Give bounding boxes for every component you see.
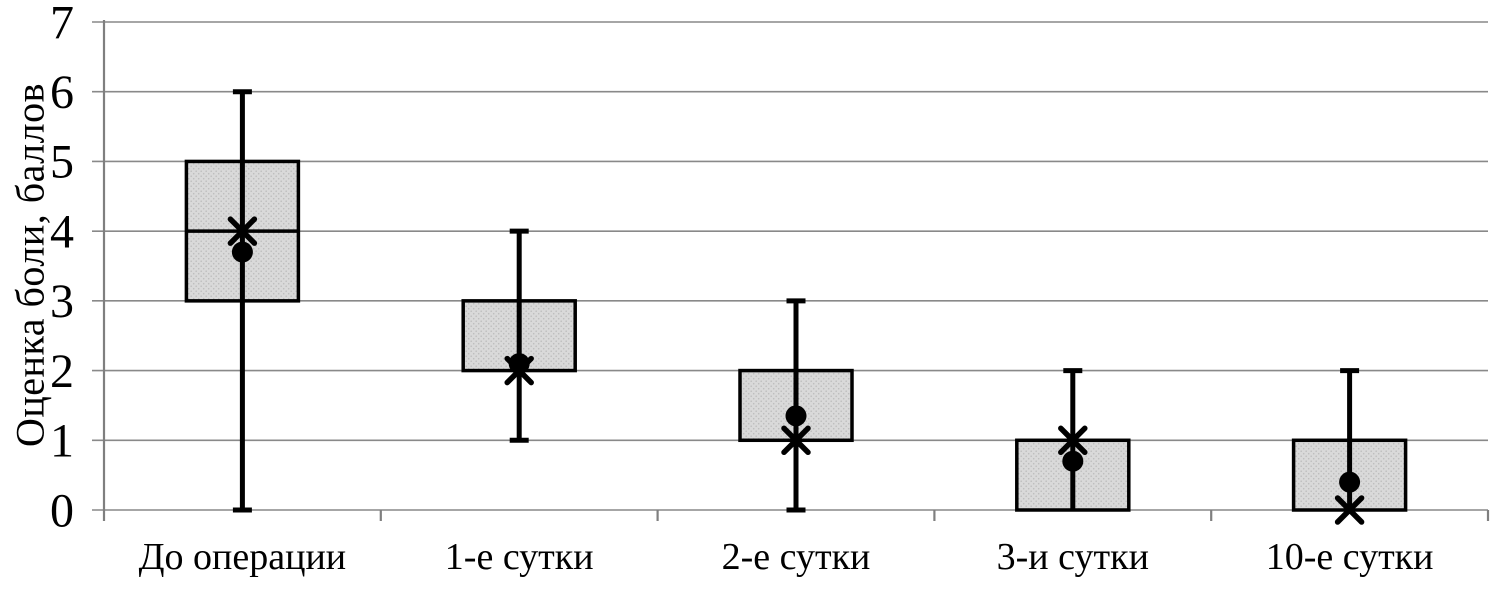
y-tick-label-1: 1 [50,415,74,468]
x-category-label: 2-е сутки [722,536,871,578]
mean-dot-marker [231,241,253,263]
x-marker [781,425,811,456]
x-category-label: 1-е сутки [445,536,594,578]
mean-dot-marker [785,405,807,427]
y-tick-label-5: 5 [50,136,74,189]
y-axis-title: Оценка боли, баллов [7,83,53,447]
y-tick-label-2: 2 [50,345,74,398]
x-category-label: 3-и сутки [997,536,1149,578]
mean-dot-marker [1062,450,1084,472]
mean-dot-marker [508,353,530,375]
x-marker [1334,495,1365,525]
y-tick-label-4: 4 [50,205,74,258]
y-tick-label-7: 7 [50,0,74,49]
mean-dot-marker [1339,471,1361,493]
y-tick-label-0: 0 [50,484,74,537]
y-tick-label-6: 6 [50,66,74,119]
x-marker [227,216,258,246]
x-category-label: 10-е сутки [1266,536,1434,578]
x-category-label: До операции [139,536,347,578]
x-marker [1058,425,1088,456]
y-tick-label-3: 3 [50,275,74,328]
